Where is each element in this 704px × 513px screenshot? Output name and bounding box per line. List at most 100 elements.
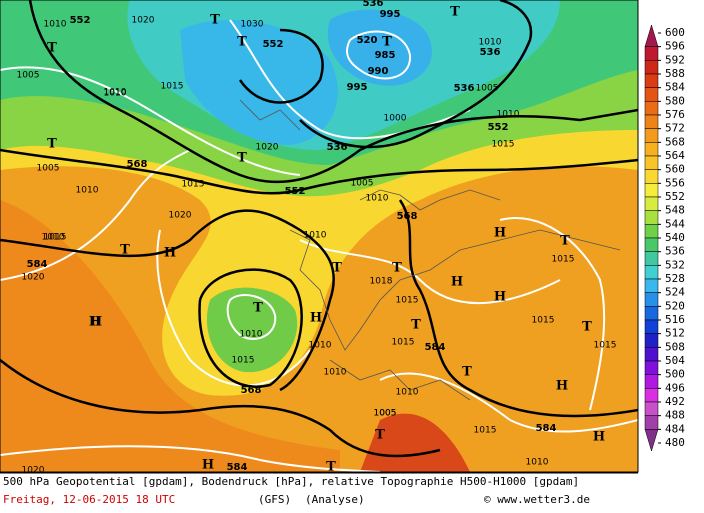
contour-label: 985 [375,50,396,61]
contour-label: 1020 [132,16,155,26]
contour-label: 1010 [396,388,419,398]
pressure-center-label: T [47,41,57,56]
contour-label: 568 [127,159,148,170]
pressure-center-label: T [411,318,421,333]
legend-label: 560 [665,163,685,176]
legend-label: 512 [665,327,685,340]
caption-date: Freitag, 12-06-2015 18 UTC [3,493,175,506]
contour-label: 995 [347,82,368,93]
legend-label: 592 [665,53,685,66]
contour-label: 520 [357,35,378,46]
legend-label: 516 [665,313,685,326]
contour-label: 1015 [232,356,255,366]
legend-swatch [644,388,659,403]
contour-label: 1015 [182,180,205,190]
contour-label: 552 [285,186,306,197]
color-legend: 6005965925885845805765725685645605565525… [644,24,685,452]
contour-label: 1010 [76,186,99,196]
legend-swatch [644,183,659,198]
legend-label: 492 [665,395,685,408]
contour-label: 568 [241,385,262,396]
legend-swatch [644,278,659,293]
contour-label: 1005 [351,179,374,189]
contour-label: 568 [397,211,418,222]
contour-label: 1005 [37,164,60,174]
legend-label: 540 [665,231,685,244]
pressure-center-label: H [202,458,214,473]
legend-swatch [644,155,659,170]
pressure-center-label: T [210,13,220,28]
contour-label: 1005 [374,409,397,419]
legend-label: 572 [665,122,685,135]
legend-label: 596 [665,40,685,53]
caption-credit: © www.wetter3.de [484,493,590,506]
pressure-center-label: T [462,365,472,380]
contour-label: 536 [363,0,384,9]
legend-label: 496 [665,381,685,394]
legend-swatch [644,114,659,129]
caption-model: (GFS) [258,493,291,506]
contour-label: 1010 [526,458,549,468]
contour-label: 584 [27,259,48,270]
legend-swatch [644,196,659,211]
contour-label: 1010 [304,231,327,241]
pressure-center-label: T [237,35,247,50]
legend-swatch [644,169,659,184]
legend-label: 488 [665,409,685,422]
legend-label: 528 [665,272,685,285]
legend-swatch [644,24,659,47]
contour-label: 552 [70,15,91,26]
contour-label: 1020 [256,143,279,153]
pressure-center-label: H [494,290,506,305]
contour-label: 1015 [492,140,515,150]
contour-label: 1015 [396,296,419,306]
pressure-center-label: H [310,311,322,326]
legend-swatch [644,46,659,61]
contour-label: 552 [488,122,509,133]
legend-swatch [644,251,659,266]
contour-label: 584 [425,342,446,353]
contour-label: 1015 [474,426,497,436]
pressure-center-label: T [392,261,402,276]
contour-label: 1010 [366,194,389,204]
legend-label: 564 [665,149,685,162]
contour-label: 1015 [594,341,617,351]
contour-label: 1010 [324,368,347,378]
contour-label: 1015 [392,338,415,348]
contour-label: 1005 [374,409,397,419]
pressure-center-label: H [556,379,568,394]
pressure-center-label: H [451,275,463,290]
contour-label: 995 [380,9,401,20]
pressure-center-label: T [253,301,263,316]
contour-label: 1010 [42,233,65,243]
legend-label: 536 [665,245,685,258]
contour-label: 1010 [309,341,332,351]
legend-label: 580 [665,94,685,107]
legend-label: 600 [665,26,685,39]
legend-label: 504 [665,354,685,367]
map-frame [0,0,639,473]
contour-label: 536 [327,142,348,153]
pressure-center-label: H [89,315,101,330]
legend-label: 544 [665,217,685,230]
contour-label: 1010 [479,38,502,48]
contour-label: 552 [263,39,284,50]
pressure-center-label: T [332,261,342,276]
contour-label: 1015 [161,82,184,92]
caption-mode: (Analyse) [305,493,365,506]
pressure-center-label: T [582,320,592,335]
contour-label: 1005 [17,71,40,81]
pressure-center-label: T [326,460,336,475]
contour-label: 1020 [169,211,192,221]
legend-swatch [644,333,659,348]
legend-swatch [644,429,659,452]
contour-label: 1010 [104,88,127,98]
legend-swatch [644,401,659,416]
legend-label: 588 [665,67,685,80]
contour-label: 1000 [384,114,407,124]
legend-label: 548 [665,204,685,217]
contour-label: 1005 [476,84,499,94]
legend-swatch [644,101,659,116]
